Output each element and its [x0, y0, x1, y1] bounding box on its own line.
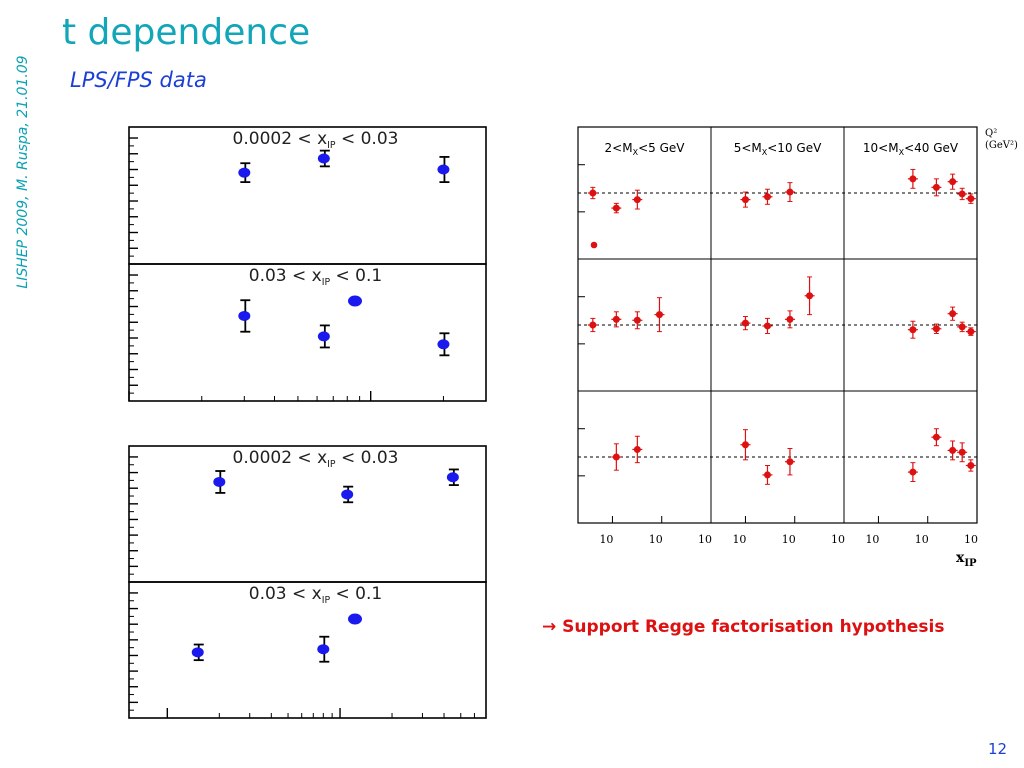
data-point	[763, 471, 771, 479]
data-point	[786, 458, 794, 466]
data-point	[741, 441, 749, 449]
conclusion-text: Support Regge factorisation hypothesis	[562, 617, 945, 637]
data-point	[932, 433, 940, 441]
data-point	[958, 190, 966, 198]
x-tick-label-base: 10	[599, 533, 613, 546]
column-label: 2<MX<5 GeV	[605, 141, 686, 157]
x-axis-label: xIP	[956, 550, 977, 569]
data-point	[958, 448, 966, 456]
data-point	[741, 196, 749, 204]
data-point	[437, 339, 450, 350]
data-point	[612, 204, 620, 212]
panel-frame	[128, 263, 487, 402]
data-point	[612, 453, 620, 461]
data-point	[967, 195, 975, 203]
data-point	[612, 315, 620, 323]
slide-title: t dependence	[62, 12, 311, 53]
data-point	[317, 331, 330, 342]
data-point	[958, 323, 966, 331]
data-point	[763, 193, 771, 201]
legend-marker	[590, 241, 598, 249]
data-point	[633, 445, 641, 453]
data-point	[317, 153, 330, 164]
data-point	[589, 189, 597, 197]
data-point	[949, 310, 957, 318]
data-point	[932, 325, 940, 333]
data-point	[909, 468, 917, 476]
column-label: 5<MX<10 GeV	[734, 141, 822, 157]
q2-header: Q² (GeV²)	[985, 128, 1018, 151]
page-number: 12	[988, 740, 1008, 758]
panel-frame	[128, 581, 487, 719]
x-tick-label-base: 10	[782, 533, 796, 546]
x-tick-label-base: 10	[698, 533, 712, 546]
column-label: 10<MX<40 GeV	[863, 141, 959, 157]
right-arrow-icon: →	[542, 617, 557, 637]
data-point	[589, 321, 597, 329]
data-point	[741, 319, 749, 327]
data-point	[763, 322, 771, 330]
x-tick-label-base: 10	[649, 533, 663, 546]
x-tick-label-base: 10	[831, 533, 845, 546]
data-point	[238, 310, 251, 321]
data-point	[341, 489, 354, 500]
data-point	[932, 183, 940, 191]
data-point	[967, 328, 975, 336]
data-point	[949, 178, 957, 186]
data-point	[949, 446, 957, 454]
data-point	[786, 315, 794, 323]
data-point	[446, 472, 459, 483]
data-point	[806, 292, 814, 300]
panel-range-label: 0.03 < xIP < 0.1	[249, 584, 382, 606]
panel-range-label: 0.0002 < xIP < 0.03	[233, 448, 399, 470]
data-point	[786, 188, 794, 196]
legend-marker	[348, 295, 362, 307]
x-tick-label-base: 10	[732, 533, 746, 546]
data-point	[317, 644, 330, 655]
x-tick-label-base: 10	[865, 533, 879, 546]
panel-range-label: 0.03 < xIP < 0.1	[249, 266, 382, 288]
data-point	[238, 167, 251, 178]
x-tick-label-base: 10	[915, 533, 929, 546]
data-point	[213, 476, 226, 487]
legend-marker	[348, 613, 362, 625]
data-point	[633, 196, 641, 204]
panel-range-label: 0.0002 < xIP < 0.03	[233, 129, 399, 151]
conclusion-statement: → Support Regge factorisation hypothesis	[542, 617, 944, 637]
slide-subtitle: LPS/FPS data	[70, 68, 207, 92]
data-point	[191, 647, 204, 658]
x-tick-label-base: 10	[964, 533, 978, 546]
data-point	[909, 175, 917, 183]
data-point	[967, 461, 975, 469]
data-point	[655, 311, 663, 319]
data-point	[633, 316, 641, 324]
data-point	[437, 164, 450, 175]
data-point	[909, 326, 917, 334]
